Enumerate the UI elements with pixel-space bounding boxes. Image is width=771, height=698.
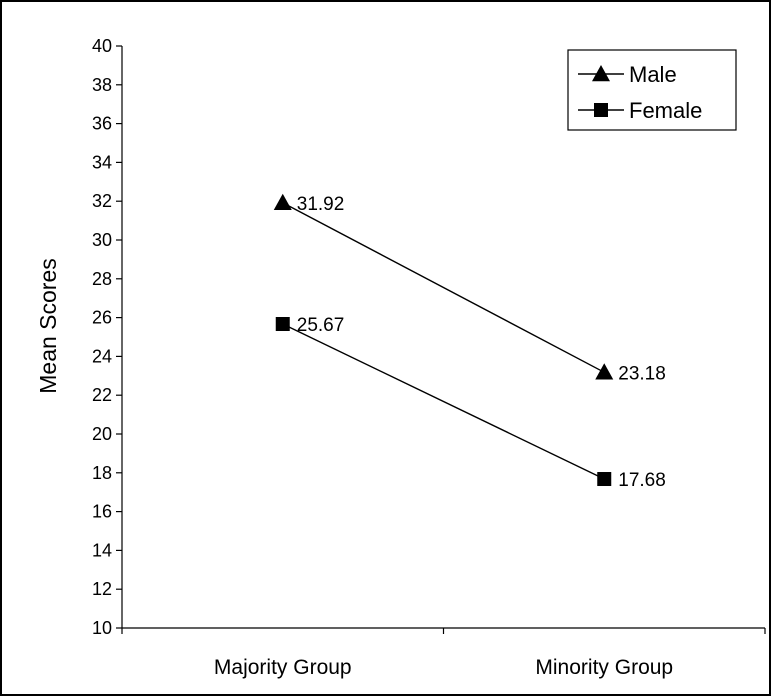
legend-label-male: Male: [629, 62, 677, 87]
y-tick-label: 20: [92, 424, 112, 444]
data-labels: Majority Group Minority Group 31.92 23.18 25…: [214, 194, 673, 679]
series-lines: [273, 193, 614, 487]
male-series-line: [282, 202, 605, 373]
x-category-label: Majority Group: [214, 656, 352, 679]
y-tick-label: 10: [92, 618, 112, 638]
y-tick-label: 28: [92, 269, 112, 289]
y-tick-label: 36: [92, 114, 112, 134]
y-tick-label: 32: [92, 191, 112, 211]
y-tick-label: 24: [92, 346, 112, 366]
y-tick-label: 38: [92, 75, 112, 95]
y-tick-label: 14: [92, 540, 112, 560]
y-tick-label: 12: [92, 579, 112, 599]
legend-marker-female: [594, 103, 608, 117]
male-data-label: 23.18: [618, 363, 666, 384]
y-tick-label: 16: [92, 502, 112, 522]
y-tick-label: 30: [92, 230, 112, 250]
axes: [121, 46, 766, 634]
legend-label-female: Female: [629, 98, 702, 123]
female-series-line: [282, 323, 605, 480]
female-data-point: [597, 472, 612, 487]
male-data-point: [273, 193, 292, 210]
legend-marker-male: [592, 65, 610, 82]
y-axis-title: Mean Scores: [35, 258, 61, 394]
x-category-label: Minority Group: [535, 656, 673, 679]
y-axis-ticks: 10 12 14 16 18 20 22 24 26 28 30 32 34 36 38 40: [92, 36, 122, 638]
male-data-point: [595, 363, 614, 380]
female-data-label: 17.68: [618, 470, 666, 491]
y-tick-label: 34: [92, 152, 112, 172]
y-tick-label: 26: [92, 308, 112, 328]
female-data-point: [275, 317, 290, 332]
legend: Male Female: [567, 49, 737, 131]
male-data-label: 31.92: [297, 194, 345, 215]
y-tick-label: 18: [92, 463, 112, 483]
y-tick-label: 22: [92, 385, 112, 405]
y-tick-label: 40: [92, 36, 112, 56]
female-data-label: 25.67: [297, 315, 345, 336]
